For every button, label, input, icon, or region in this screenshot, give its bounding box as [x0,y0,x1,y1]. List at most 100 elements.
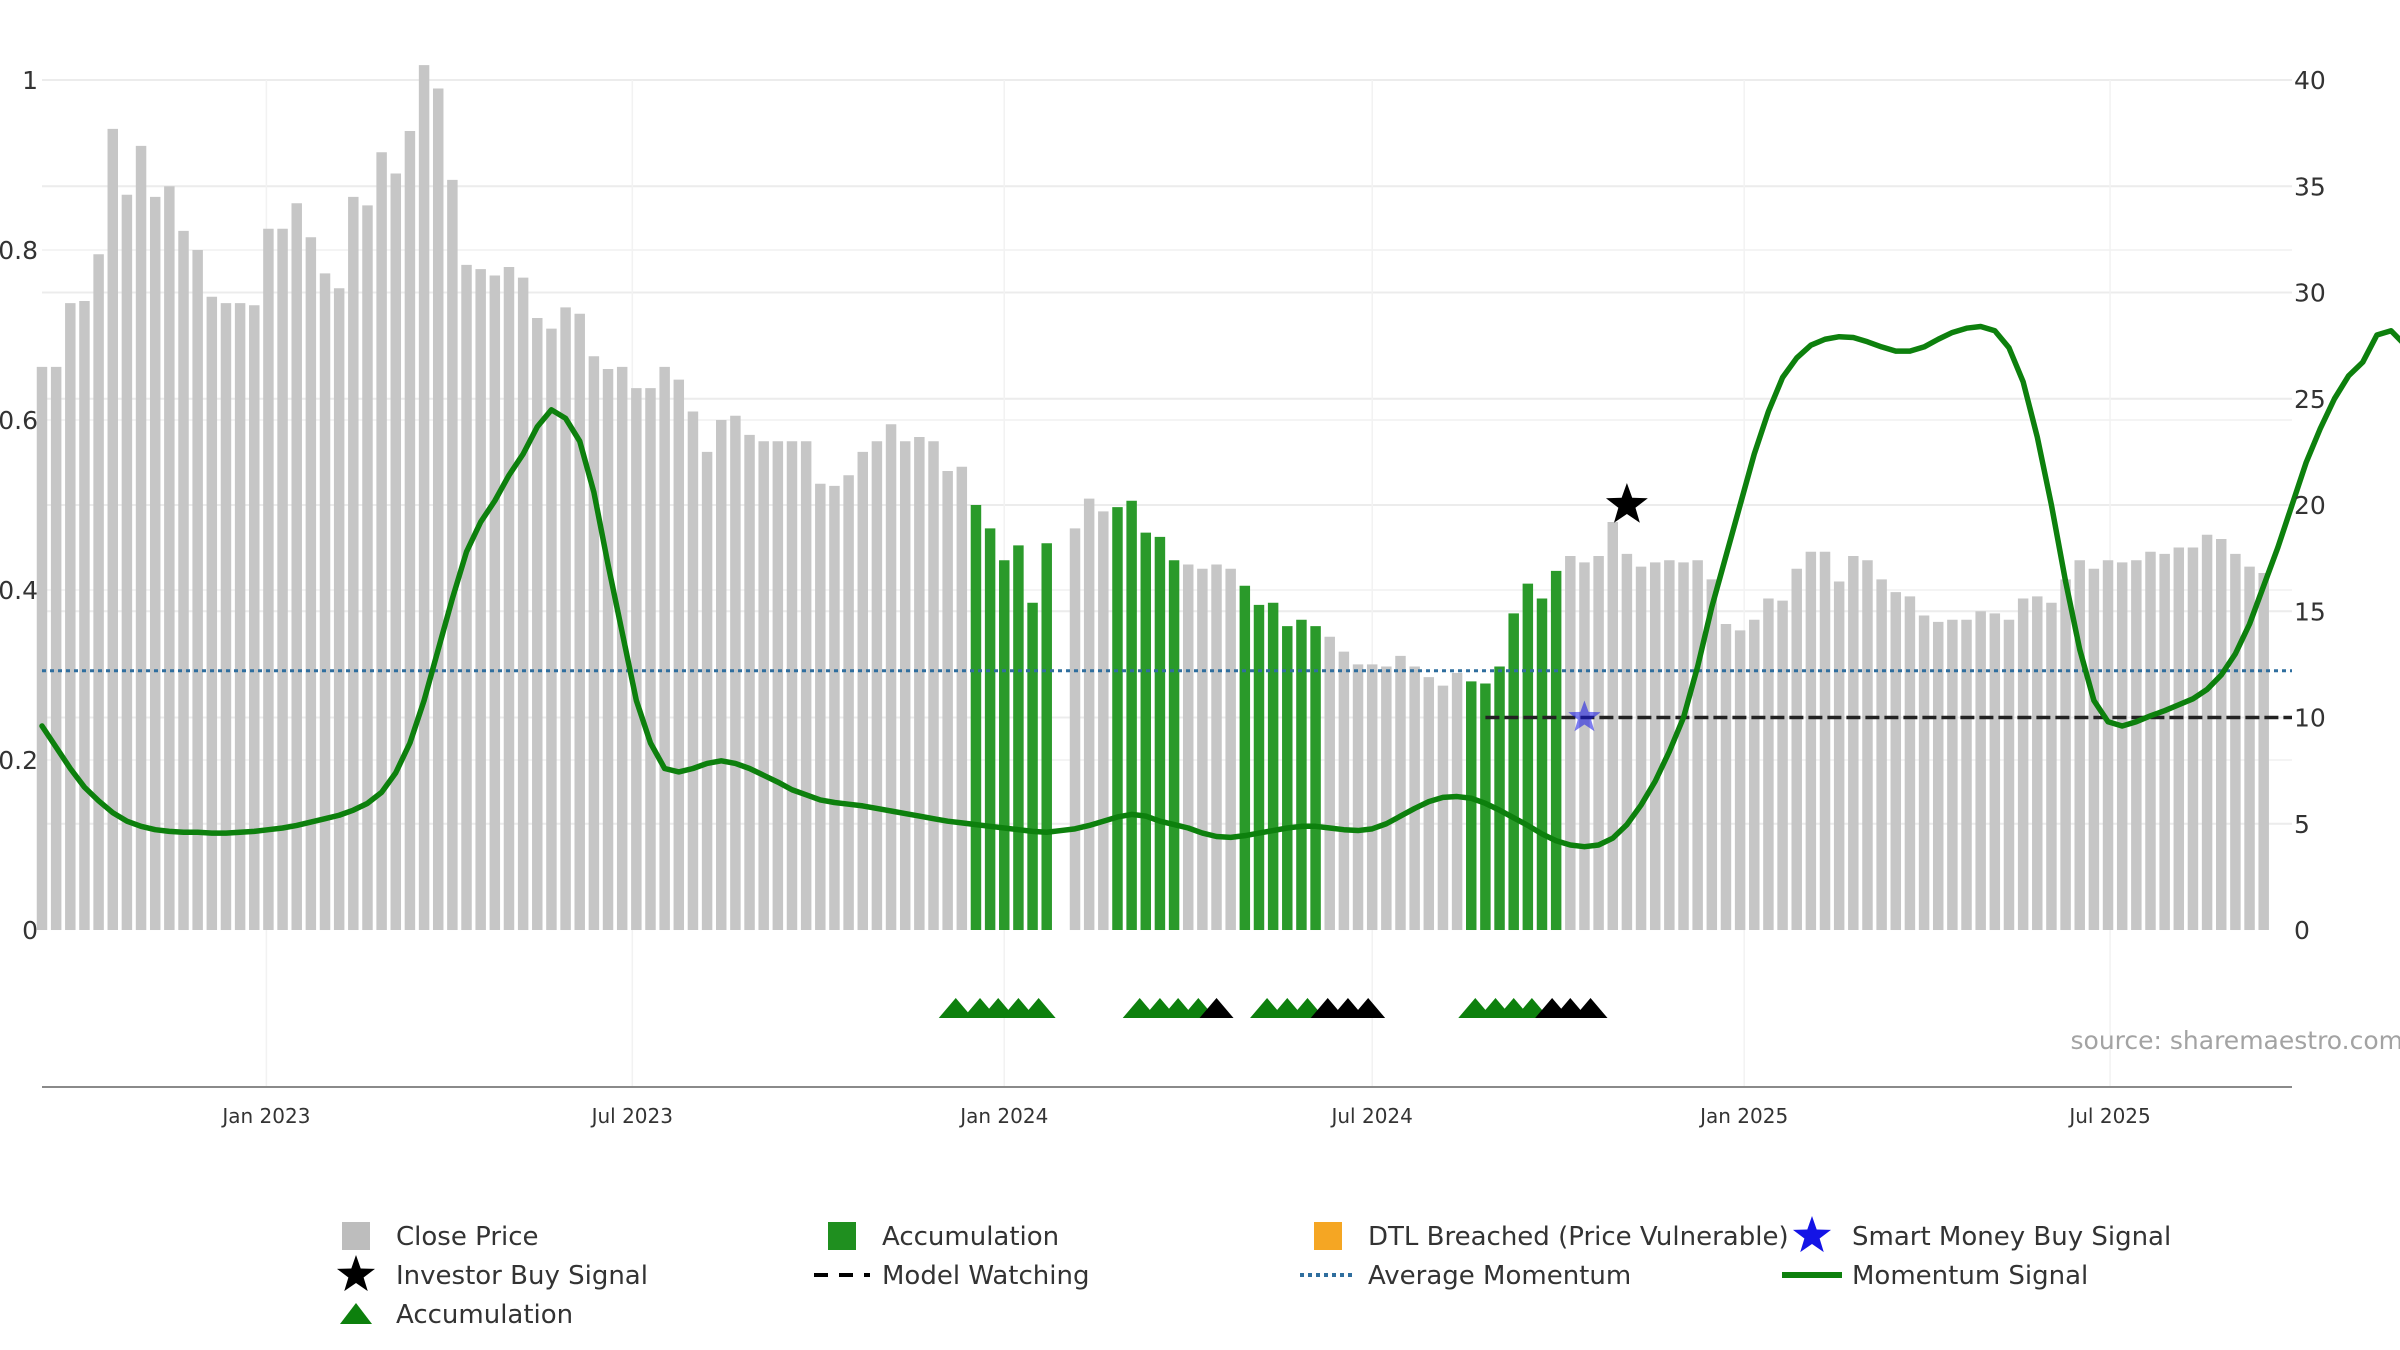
accumulation-bar [1041,543,1052,930]
close-price-bar [2046,602,2057,930]
close-price-bar [942,471,953,930]
close-price-bar [1565,556,1576,930]
close-price-bar [588,356,600,930]
close-price-bar [843,475,854,930]
close-price-bar [2216,539,2227,930]
close-price-bar [1961,619,1972,930]
close-price-bar [291,203,302,930]
left-axis-tick-label: 0.8 [0,236,38,265]
accumulation-bar [1154,536,1166,931]
close-price-bar [178,230,189,931]
right-axis-tick-label: 20 [2294,491,2326,520]
accumulation-bar [970,505,982,930]
close-price-bar [1621,553,1633,931]
accumulation-bar [1466,681,1477,931]
close-price-bar [2258,573,2269,930]
accumulation-bar [1126,500,1137,930]
close-price-bar [135,145,147,931]
close-price-bar [362,205,373,931]
close-price-bar [192,250,203,930]
accumulation-bar [1140,532,1152,931]
close-price-bar [829,485,840,930]
close-price-bar [376,152,387,930]
close-price-bar [2074,560,2085,930]
legend-item-smart-money-buy-signal: Smart Money Buy Signal [1792,1216,2171,1253]
accumulation-bar [1536,598,1548,930]
close-price-bar [857,451,868,931]
close-price-bar [164,186,175,930]
close-price-bar [2131,560,2142,930]
smart-money-buy-signal-marker [1568,700,1601,732]
black-signal-triangle [1573,998,1608,1018]
close-price-bar [93,254,104,930]
accumulation-bar [1267,602,1279,930]
close-price-bar [107,128,118,930]
close-price-bar [1848,556,1859,930]
close-price-bar [1409,666,1420,930]
legend-square-swatch [342,1222,370,1250]
close-price-bar [2032,596,2043,931]
close-price-bar [418,65,430,931]
black-signal-triangle [1351,998,1386,1018]
legend-item-average-momentum: Average Momentum [1300,1261,1631,1291]
right-axis-tick-label: 5 [2294,810,2310,839]
close-price-bar [121,194,133,930]
close-price-bar [1225,568,1236,930]
close-price-bar [885,424,897,930]
close-price-bar [1083,498,1095,930]
close-price-bar [2159,553,2170,931]
close-price-bar [1904,596,1916,931]
close-price-bar [404,131,416,930]
close-price-bar [631,388,642,931]
legend-label: Accumulation [882,1222,1059,1252]
close-price-bar [1876,579,1887,931]
close-price-bar [772,441,784,930]
close-price-bar [1098,511,1109,931]
close-price-bar [489,275,501,930]
accumulation-bar [1168,560,1180,930]
legend-triangle-swatch [340,1303,372,1324]
close-price-bar [65,303,76,931]
legend-label: Investor Buy Signal [396,1261,648,1291]
close-price-bar [1749,619,1760,930]
close-price-bar [1579,562,1590,931]
close-price-bar [1182,564,1194,930]
close-price-bar [914,437,925,930]
close-price-bar [249,305,260,930]
legend-label: Accumulation [396,1300,573,1330]
close-price-bar [1947,619,1958,930]
x-axis-tick-label: Jan 2024 [958,1104,1048,1128]
signal-markers [938,483,1648,1018]
close-price-bar [1975,611,1986,930]
close-price-bar [2017,598,2029,930]
close-price-bar [602,369,614,930]
investor-buy-signal-marker [1605,483,1648,523]
x-axis-tick-label: Jul 2024 [1329,1104,1412,1128]
legend-square-swatch [828,1222,856,1250]
accumulation-bar [1494,666,1505,930]
legend-item-close-price: Close Price [342,1222,539,1252]
close-price-bar [1734,630,1746,931]
close-price-bar [1819,551,1831,930]
close-price-bar [2230,553,2241,931]
accumulation-bar [1013,545,1024,931]
legend-square-swatch [1314,1222,1342,1250]
accumulation-bar [1522,583,1534,931]
close-price-bar [1211,564,1222,930]
close-price-bar [2145,551,2156,930]
close-price-bar [2173,547,2185,930]
close-price-bar [786,441,798,930]
close-price-bar [2003,619,2015,930]
close-price-bar [1366,664,1378,931]
right-axis-tick-label: 35 [2294,172,2326,201]
close-price-bar [1324,636,1335,930]
close-price-bar [206,296,218,930]
right-axis-tick-label: 15 [2294,597,2326,626]
accumulation-bar [1253,604,1265,931]
close-price-bar [1437,685,1449,931]
close-price-bar [532,318,543,930]
close-price-bar [1451,672,1463,931]
left-axis-tick-label: 0.6 [0,406,38,435]
source-label: source: sharemaestro.com [2071,1026,2400,1055]
